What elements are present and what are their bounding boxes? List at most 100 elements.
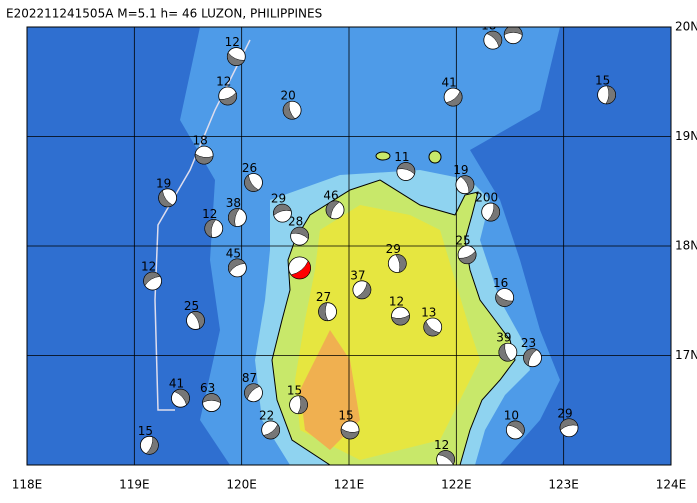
beachball [423, 317, 443, 337]
beachball [481, 202, 501, 222]
beachball-quadrant [227, 52, 245, 66]
beachball-quadrant [559, 418, 579, 431]
beachball-quadrant [290, 226, 309, 240]
lon-tick-label: 123E [548, 478, 579, 492]
beachball-quadrant [325, 200, 340, 219]
depth-label: 63 [200, 381, 215, 395]
depth-label: 10 [504, 408, 519, 422]
depth-label: 39 [496, 331, 511, 345]
depth-label: 200 [475, 191, 498, 205]
depth-label: 41 [169, 377, 184, 391]
depth-label: 45 [226, 246, 241, 260]
beachball-quadrant [218, 92, 237, 106]
depth-label: 13 [421, 306, 436, 320]
depth-label: 188 [498, 13, 521, 27]
beachball [523, 348, 542, 368]
depth-label: 41 [441, 76, 456, 90]
beachball-quadrant [503, 27, 523, 36]
beachball-quadrant [244, 174, 259, 192]
beachball-quadrant [391, 314, 410, 326]
lat-tick-label: 17N [675, 348, 697, 362]
beachball [495, 288, 515, 307]
beachball-quadrant [487, 203, 500, 222]
beachball [483, 30, 503, 50]
beachball-quadrant [173, 388, 190, 406]
beachball [194, 145, 214, 165]
beachball [325, 200, 345, 220]
beachball-quadrant [507, 420, 525, 436]
beachball [244, 383, 263, 403]
beachball-quadrant [263, 423, 280, 440]
beachball [559, 418, 579, 438]
depth-label: 25 [455, 233, 470, 247]
depth-label: 27 [316, 290, 331, 304]
beachball [443, 87, 463, 107]
beachball [498, 342, 518, 362]
beachball [457, 245, 477, 265]
beachball-quadrant [191, 311, 205, 329]
beachball [436, 450, 455, 465]
depth-label: 29 [557, 406, 572, 420]
beachball [171, 388, 190, 408]
beachball-quadrant [145, 436, 159, 455]
beachball [340, 420, 360, 440]
map-title: E202211241505A M=5.1 h= 46 LUZON, PHILIP… [6, 7, 322, 21]
beachball-quadrant [605, 85, 616, 105]
lon-tick-label: 122E [441, 478, 472, 492]
depth-label: 12 [434, 438, 449, 452]
beachball [503, 27, 523, 45]
beachball [273, 203, 292, 223]
beachball-quadrant [228, 258, 246, 273]
island [375, 151, 391, 161]
boundary-line [154, 39, 251, 411]
beachball [396, 162, 416, 181]
beachball-quadrant [498, 343, 512, 362]
beachball [289, 395, 308, 415]
beachball-quadrant [486, 30, 503, 48]
beachball-quadrant [495, 293, 514, 307]
beachball [455, 175, 475, 195]
beachball-quadrant [445, 90, 463, 107]
beachball-quadrant [204, 219, 217, 238]
beachball-quadrant [460, 175, 475, 194]
beachball [505, 420, 525, 440]
depth-label: 26 [242, 161, 257, 175]
depth-label: 25 [184, 299, 199, 313]
depth-label: 15 [595, 73, 610, 87]
beachball [158, 188, 178, 208]
depth-label: 37 [350, 268, 365, 282]
beachball-quadrant [143, 271, 161, 287]
depth-label: 12 [389, 295, 404, 309]
mountains [300, 330, 360, 450]
beachball-quadrant [340, 428, 360, 440]
depth-label: 46 [323, 188, 338, 202]
depth-label: 23 [521, 336, 536, 350]
beachball-quadrant [228, 208, 240, 227]
depth-label: 16 [493, 276, 508, 290]
beachball [186, 311, 205, 330]
lon-tick-label: 119E [119, 478, 150, 492]
beachball-quadrant [273, 203, 292, 216]
depth-label: 12 [202, 207, 217, 221]
depth-label: 18 [192, 134, 207, 148]
beachball [244, 173, 263, 192]
beachball-quadrant [423, 320, 441, 337]
lat-tick-label: 19N [675, 129, 697, 143]
depth-label: 19 [156, 176, 171, 190]
depth-label: 20 [280, 89, 295, 103]
depth-label: 12 [225, 35, 240, 49]
depth-label: 22 [259, 408, 274, 422]
depth-label: 19 [453, 163, 468, 177]
beachball-quadrant [523, 348, 538, 367]
island [428, 150, 442, 164]
depth-label: 29 [386, 242, 401, 256]
beachball [282, 100, 302, 120]
beachball-quadrant [318, 302, 329, 321]
beachball [288, 256, 312, 280]
depth-label: 11 [394, 150, 409, 164]
beachball [318, 302, 337, 322]
depth-label: 18 [481, 19, 496, 33]
depth-label: 15 [338, 408, 353, 422]
depth-label: 29 [271, 192, 286, 206]
